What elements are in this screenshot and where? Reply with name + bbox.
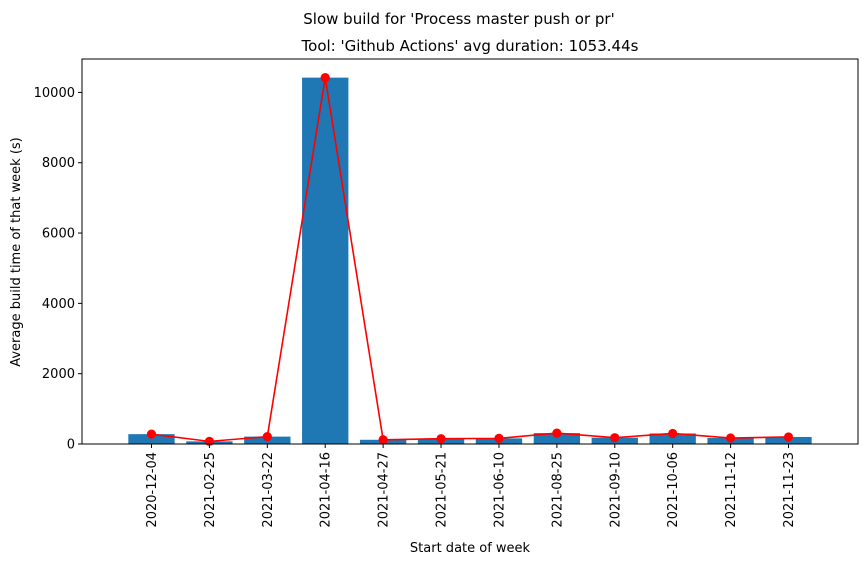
x-tick-label: 2021-05-21	[435, 452, 450, 528]
x-axis-label: Start date of week	[410, 541, 531, 556]
line-series	[146, 73, 794, 446]
series-line	[151, 77, 789, 443]
x-tick-label: 2021-08-25	[550, 452, 565, 528]
line-point	[320, 73, 330, 83]
line-point	[378, 435, 388, 445]
bar	[649, 433, 696, 444]
line-point	[668, 428, 678, 439]
y-tick-label: 2000	[42, 367, 75, 382]
y-tick-label: 8000	[42, 156, 75, 171]
line-point	[783, 432, 794, 442]
x-tick-label: 2020-12-04	[145, 452, 160, 528]
y-axis-label: Average build time of that week (s)	[9, 137, 24, 367]
x-tick-label: 2021-03-22	[261, 452, 276, 528]
bar-series	[128, 77, 812, 444]
line-point	[436, 434, 446, 444]
x-tick-label: 2021-02-25	[203, 452, 218, 528]
plot-frame	[81, 58, 859, 445]
y-tick-label: 6000	[42, 227, 75, 242]
line-point	[494, 433, 504, 443]
line-point	[146, 429, 157, 439]
y-tick-label: 4000	[42, 297, 75, 312]
x-tick-label: 2021-10-06	[666, 452, 681, 528]
x-tick-label: 2021-06-10	[492, 452, 507, 528]
bar	[302, 77, 349, 444]
x-tick-label: 2021-11-23	[782, 452, 797, 528]
x-tick-label: 2021-04-27	[377, 452, 392, 528]
y-axis: 0 2000 4000 6000 8000 10000	[34, 86, 82, 453]
x-tick-label: 2021-04-16	[319, 452, 334, 528]
x-tick-label: 2021-11-12	[724, 452, 739, 528]
line-point	[726, 433, 736, 443]
line-point	[552, 428, 562, 438]
y-tick-label: 0	[67, 438, 75, 453]
line-point	[262, 432, 272, 442]
x-tick-label: 2021-09-10	[608, 452, 623, 528]
bar	[128, 434, 175, 444]
line-point	[610, 433, 620, 443]
y-tick-label: 10000	[34, 86, 75, 101]
x-axis: 2020-12-04 2021-02-25 2021-03-22 2021-04-16…	[145, 444, 797, 528]
chart-title: Tool: 'Github Actions' avg duration: 105…	[301, 37, 639, 55]
bar	[533, 433, 581, 444]
chart-suptitle: Slow build for 'Process master push or p…	[303, 10, 614, 28]
